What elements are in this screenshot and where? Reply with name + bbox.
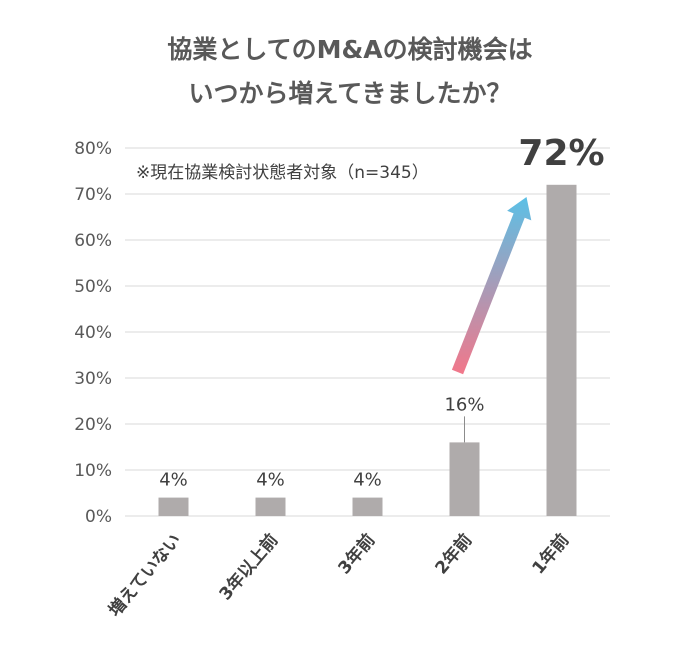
bar-4 [449,442,480,516]
y-tick-label: 10% [74,461,112,481]
x-tick-label: 3年以上前 [215,530,282,605]
data-label: 4% [353,470,382,491]
gridlines [125,147,610,517]
data-label: 4% [159,470,188,491]
y-axis-ticks: 0% 10% 20% 30% 40% 50% 60% 70% 80% [74,139,112,527]
y-tick-label: 70% [74,185,112,205]
chart-title: 協業としてのM&Aの検討機会は いつから増えてきましたか？ [0,28,700,116]
bar-1 [158,497,189,516]
x-tick-label: 3年前 [334,530,380,579]
y-tick-label: 0% [85,507,112,527]
bar-2 [255,497,286,516]
chart-title-line2: いつから増えてきましたか？ [188,79,512,108]
y-tick-label: 60% [74,231,112,251]
x-tick-label: 2年前 [431,530,477,579]
y-tick-label: 20% [74,415,112,435]
y-tick-label: 50% [74,277,112,297]
sample-note: ※現在協業検討状態者対象（n=345） [136,163,429,183]
x-tick-label: 増えていない [104,530,185,621]
data-label: 72% [518,133,604,174]
bars [158,184,577,517]
trend-arrow [451,197,532,375]
data-labels: 4% 4% 4% 16% 72% [159,133,604,491]
x-axis-labels: 増えていない 3年以上前 3年前 2年前 1年前 [104,530,573,621]
y-tick-label: 80% [74,139,112,159]
bar-3 [352,497,383,516]
chart-title-line1: 協業としてのM&Aの検討機会は [167,35,533,64]
trend-arrow-icon [451,197,532,375]
x-tick-label: 1年前 [528,530,574,579]
data-label: 4% [256,470,285,491]
y-tick-label: 40% [74,323,112,343]
bar-5 [546,184,577,517]
y-tick-label: 30% [74,369,112,389]
data-label: 16% [444,394,484,415]
